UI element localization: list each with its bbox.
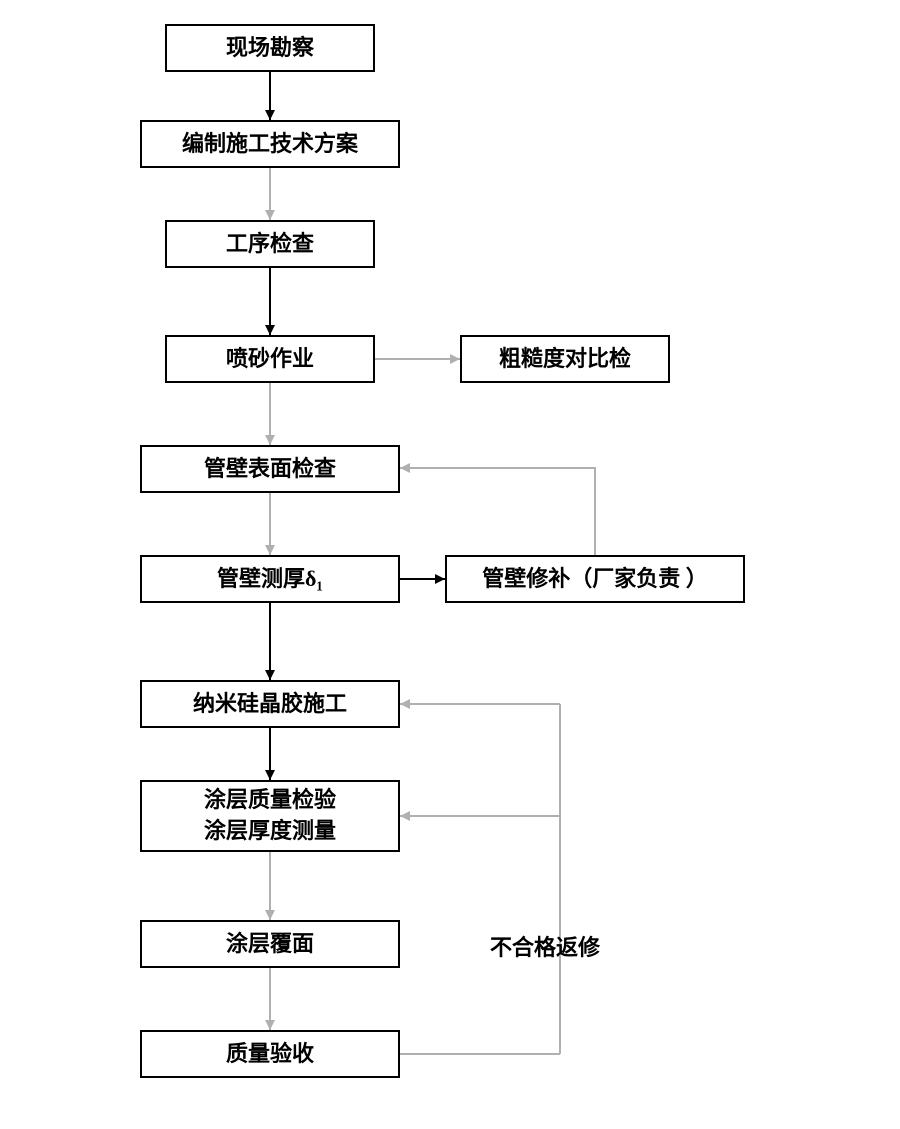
- node-n9: 涂层覆面: [140, 920, 400, 968]
- node-n5: 管壁表面检查: [140, 445, 400, 493]
- node-n2: 编制施工技术方案: [140, 120, 400, 168]
- node-n8: 涂层质量检验涂层厚度测量: [140, 780, 400, 852]
- node-n6: 管壁测厚δ₁: [140, 555, 400, 603]
- node-n3: 工序检查: [165, 220, 375, 268]
- node-n4: 喷砂作业: [165, 335, 375, 383]
- node-n4b: 粗糙度对比检: [460, 335, 670, 383]
- node-n10: 质量验收: [140, 1030, 400, 1078]
- node-n7: 纳米硅晶胶施工: [140, 680, 400, 728]
- node-n1: 现场勘察: [165, 24, 375, 72]
- node-n6b: 管壁修补（厂家负责 ）: [445, 555, 745, 603]
- label-rework: 不合格返修: [490, 930, 600, 962]
